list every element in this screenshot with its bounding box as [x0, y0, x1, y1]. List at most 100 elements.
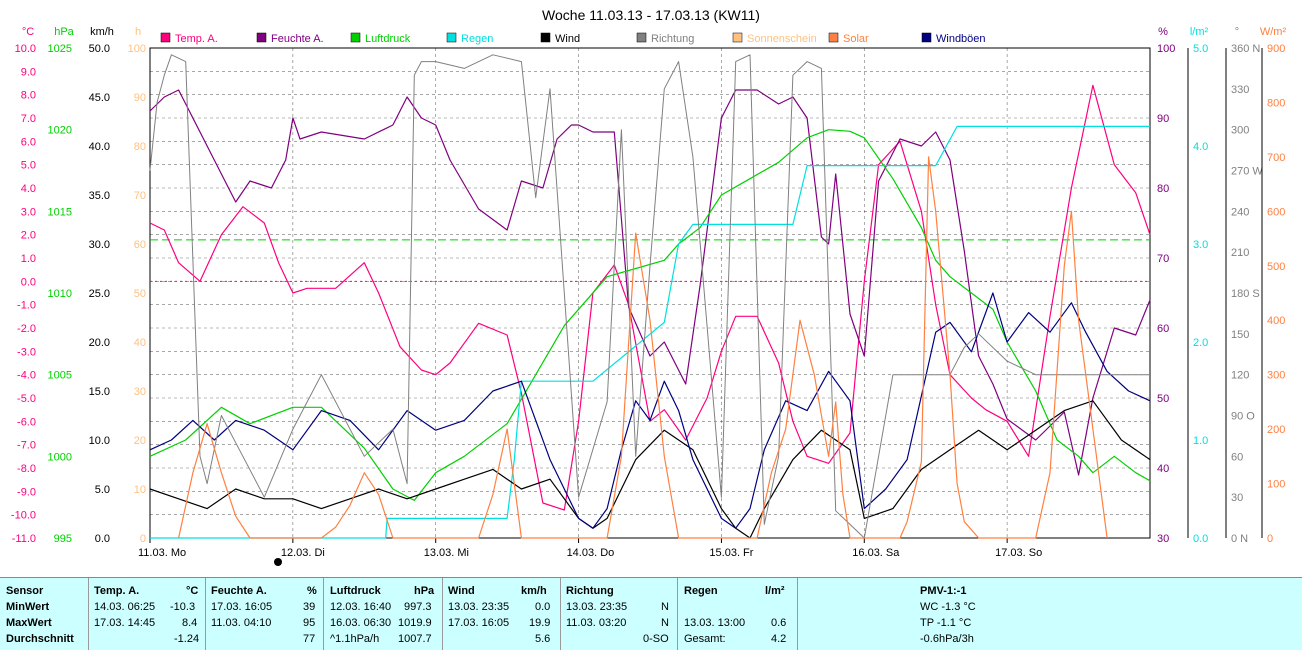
- y-tick-label-sun: 50: [134, 288, 146, 300]
- hum-max-val: 95: [303, 617, 316, 629]
- y-tick-label-temp: 5.0: [21, 160, 36, 172]
- y-tick-label-rain: 2.0: [1193, 337, 1208, 349]
- legend-label: Solar: [843, 33, 869, 45]
- y-tick-label-temp: -3.0: [17, 346, 36, 358]
- axis-unit-humidity: %: [1158, 26, 1168, 38]
- y-tick-label-sun: 100: [128, 43, 146, 55]
- dir-avg: 0-SO: [643, 633, 669, 645]
- y-tick-label-solar: 200: [1267, 424, 1285, 436]
- y-tick-label-humidity: 100: [1157, 43, 1175, 55]
- x-tick-label: 11.03. Mo: [138, 547, 186, 559]
- wind-avg: 5.6: [535, 633, 551, 645]
- y-tick-label-solar: 100: [1267, 479, 1285, 491]
- reference-lines: [150, 239, 1150, 282]
- y-tick-label-direction: 270 W: [1231, 166, 1263, 178]
- temp-avg: -1.24: [174, 633, 200, 645]
- header-wind: Wind: [448, 585, 475, 597]
- legend-swatch: [256, 32, 267, 43]
- row-label-min: MinWert: [6, 601, 50, 613]
- legend-label: Wind: [555, 33, 580, 45]
- y-tick-label-humidity: 90: [1157, 113, 1169, 125]
- y-tick-label-solar: 500: [1267, 261, 1285, 273]
- y-tick-label-solar: 700: [1267, 152, 1285, 164]
- header-press: Luftdruck: [330, 585, 381, 597]
- y-tick-label-sun: 40: [134, 337, 146, 349]
- axis-unit-solar: W/m²: [1260, 26, 1287, 38]
- legend-swatch: [350, 32, 361, 43]
- press-min-time: 12.03. 16:40: [330, 601, 392, 613]
- legend-label: Windböen: [936, 33, 986, 45]
- y-tick-label-pressure: 995: [54, 533, 72, 545]
- axis-unit-rain: l/m²: [1190, 26, 1209, 38]
- y-tick-label-temp: 10.0: [15, 43, 36, 55]
- y-tick-label-wind: 40.0: [89, 141, 110, 153]
- y-tick-label-temp: 8.0: [21, 90, 36, 102]
- y-tick-label-temp: 3.0: [21, 206, 36, 218]
- x-tick-label: 14.03. Do: [567, 547, 615, 559]
- legend-swatch: [636, 32, 647, 43]
- x-tick-label: 15.03. Fr: [709, 547, 753, 559]
- legend-swatch: [160, 32, 171, 43]
- x-tick-label: 13.03. Mi: [424, 547, 469, 559]
- rain-total-label: Gesamt:: [684, 633, 726, 645]
- hum-min-val: 39: [303, 601, 316, 613]
- header-hum-unit: %: [307, 585, 317, 597]
- wind-max-val: 19.9: [529, 617, 551, 629]
- legend-swatch: [540, 32, 551, 43]
- temp-max-val: 8.4: [182, 617, 198, 629]
- series-line-richtung: [149, 54, 1150, 539]
- series-line-luftdruck: [149, 129, 1151, 501]
- y-tick-label-direction: 300: [1231, 125, 1249, 137]
- y-tick-label-pressure: 1000: [48, 451, 72, 463]
- y-tick-label-temp: -4.0: [17, 370, 36, 382]
- y-tick-label-humidity: 70: [1157, 253, 1169, 265]
- y-tick-label-temp: 2.0: [21, 230, 36, 242]
- row-label-max: MaxWert: [6, 617, 52, 629]
- y-tick-label-direction: 150: [1231, 329, 1249, 341]
- y-tick-label-wind: 25.0: [89, 288, 110, 300]
- header-dir: Richtung: [566, 585, 614, 597]
- y-tick-label-direction: 360 N: [1231, 43, 1260, 55]
- y-tick-label-rain: 4.0: [1193, 141, 1208, 153]
- axis-unit-temp: °C: [22, 26, 34, 38]
- y-tick-label-direction: 60: [1231, 451, 1243, 463]
- legend-label: Luftdruck: [365, 33, 411, 45]
- y-tick-label-solar: 600: [1267, 206, 1285, 218]
- y-tick-label-temp: -11.0: [12, 533, 36, 545]
- header-temp: Temp. A.: [94, 585, 140, 597]
- series-line-wind: [149, 400, 1151, 539]
- press-min-val: 997.3: [404, 601, 432, 613]
- series-line-solar: [178, 156, 1108, 539]
- y-tick-label-rain: 0.0: [1193, 533, 1208, 545]
- press-max-val: 1019.9: [398, 617, 432, 629]
- y-tick-label-solar: 900: [1267, 43, 1285, 55]
- y-tick-label-temp: -2.0: [17, 323, 36, 335]
- y-tick-label-temp: -8.0: [17, 463, 36, 475]
- y-tick-label-temp: -6.0: [17, 416, 36, 428]
- chart-legend: Temp. A. Feuchte A. Luftdruck Regen Wind Rich…: [160, 32, 986, 45]
- y-tick-label-pressure: 1010: [48, 288, 72, 300]
- axis-unit-pressure: hPa: [54, 26, 74, 38]
- y-tick-label-solar: 0: [1267, 533, 1273, 545]
- temp-max-time: 17.03. 14:45: [94, 617, 156, 629]
- y-tick-label-sun: 30: [134, 386, 146, 398]
- dir-max-val: N: [661, 617, 669, 629]
- plot-area: [149, 47, 1151, 539]
- legend-label: Temp. A.: [175, 33, 218, 45]
- y-tick-label-wind: 35.0: [89, 190, 110, 202]
- rain-max-time: 13.03. 13:00: [684, 617, 746, 629]
- chart-title: Woche 11.03.13 - 17.03.13 (KW11): [542, 7, 760, 23]
- hum-avg: 77: [303, 633, 316, 645]
- series-line-temp-a-: [149, 84, 1151, 511]
- y-tick-label-temp: -1.0: [17, 300, 36, 312]
- y-tick-label-rain: 1.0: [1193, 435, 1208, 447]
- y-tick-label-wind: 15.0: [89, 386, 110, 398]
- y-tick-label-temp: -5.0: [17, 393, 36, 405]
- x-axis-ticks: 11.03. Mo 12.03. Di 13.03. Mi 14.03. Do 15.0…: [138, 538, 1042, 559]
- header-sensor: Sensor: [6, 585, 44, 597]
- axis-unit-direction: °: [1235, 26, 1239, 38]
- dir-max-time: 11.03. 03:20: [566, 617, 627, 629]
- y-tick-label-wind: 50.0: [89, 43, 110, 55]
- press-avg: 1007.7: [398, 633, 432, 645]
- wind-min-time: 13.03. 23:35: [448, 601, 510, 613]
